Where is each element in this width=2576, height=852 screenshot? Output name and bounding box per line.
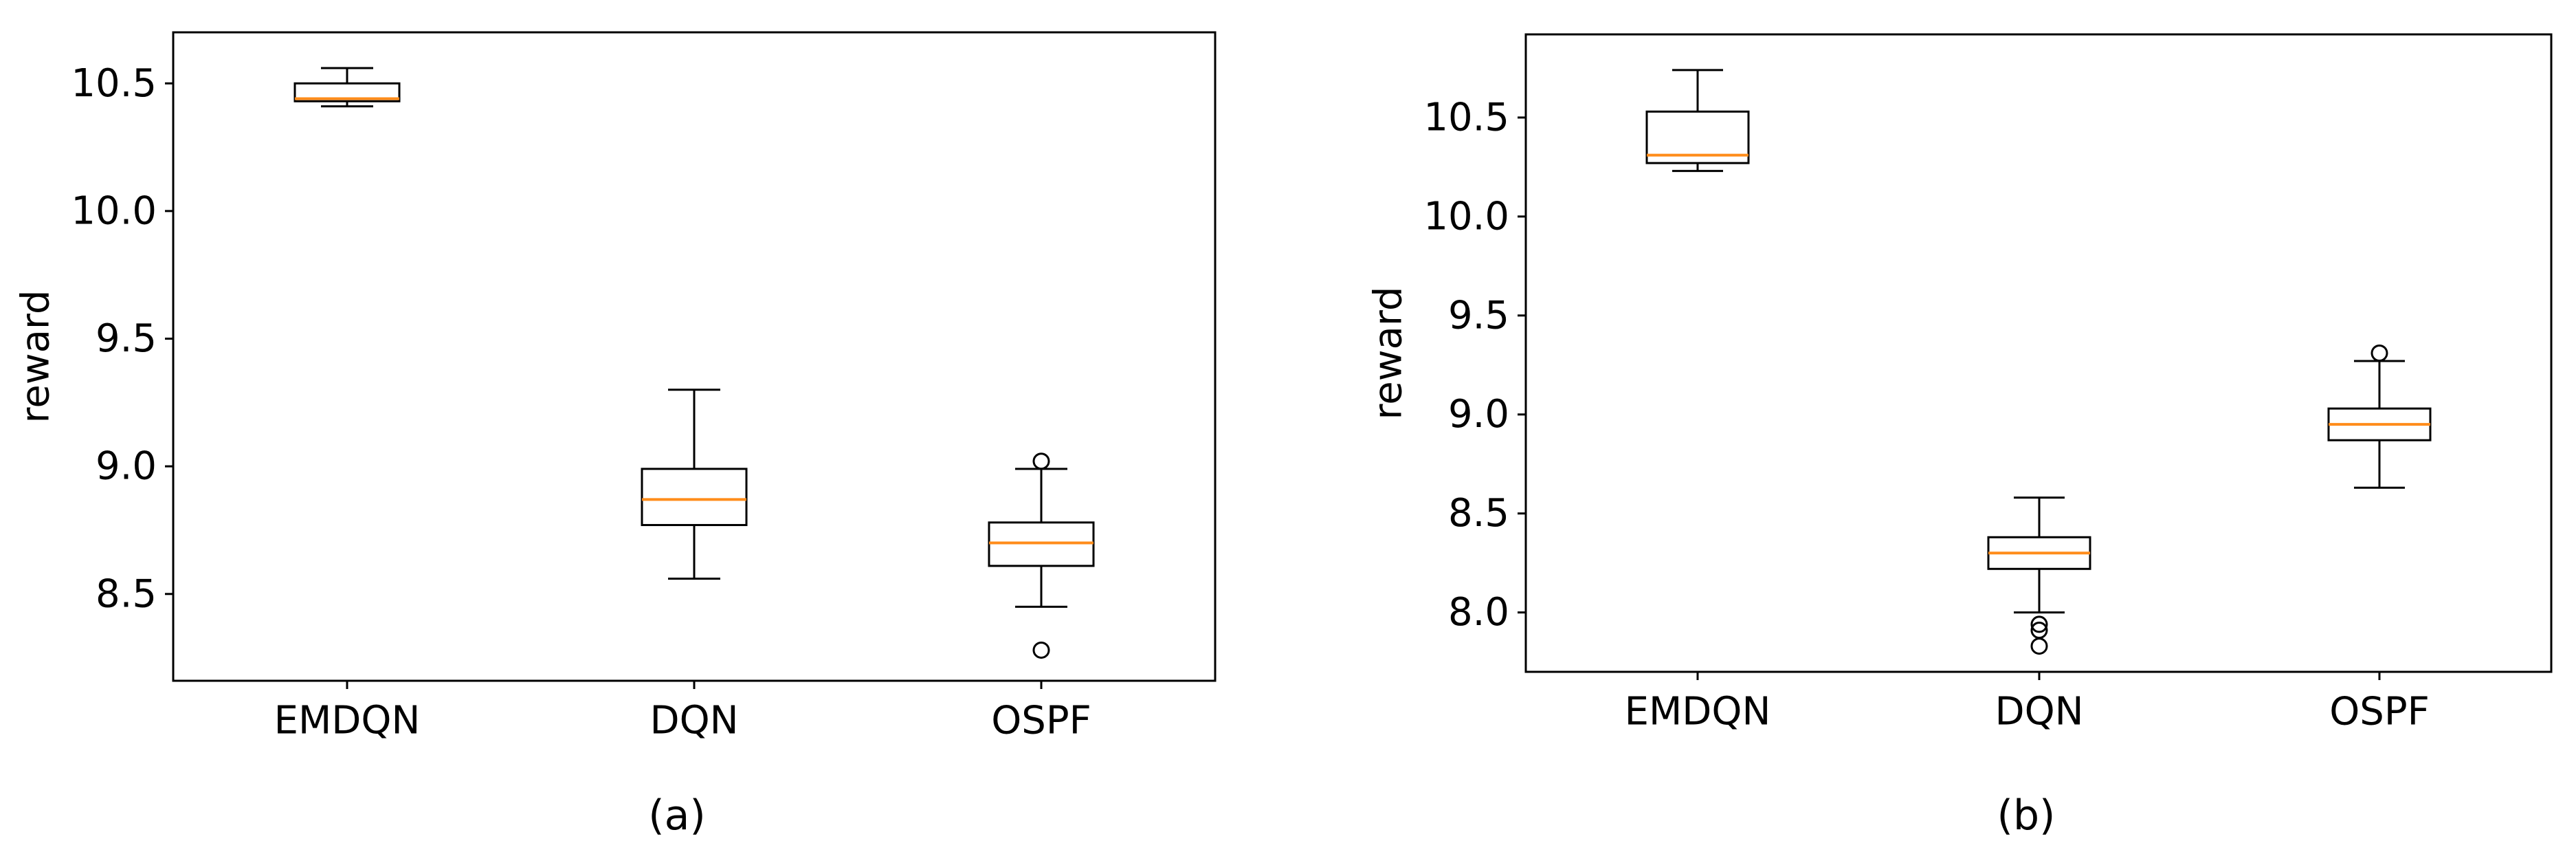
iqr-box: [641, 468, 748, 527]
y-tick-label-b: 8.0: [1448, 590, 1509, 635]
panel-a: 8.5 9.0 9.5 10.0 10.5 EMDQN DQN OSPF reward (a): [14, 31, 1217, 840]
plot-frame-a: [172, 31, 1217, 682]
iqr-box: [1645, 110, 1750, 164]
x-tick-label-b: DQN: [1995, 690, 2083, 734]
outlier-point: [1032, 452, 1050, 470]
outlier-point: [1032, 641, 1050, 659]
iqr-box: [293, 82, 401, 102]
box-emdqn-a: [293, 67, 401, 108]
y-tick-label-b: 10.5: [1423, 95, 1509, 140]
y-axis-label-a: reward: [14, 290, 58, 424]
outlier-point: [2030, 615, 2048, 633]
y-tick-label-a: 8.5: [96, 571, 157, 616]
outlier-point: [2370, 345, 2388, 362]
plot-marks-b: 8.0 8.5 9.0 9.5 10.0 10.5 EMDQN DQN OSPF: [1423, 69, 2432, 734]
y-axis-label-b: reward: [1366, 287, 1411, 420]
outlier-point: [2030, 637, 2048, 655]
y-tick-label-a: 10.0: [71, 188, 157, 233]
y-tick-label-b: 8.5: [1448, 491, 1509, 536]
plot-marks-a: 8.5 9.0 9.5 10.0 10.5 EMDQN DQN OSPF: [71, 61, 1095, 743]
x-tick-label-b: OSPF: [2329, 690, 2430, 734]
box-dqn-b: [1987, 496, 2091, 655]
caption-a: (a): [648, 791, 706, 840]
y-tick-label-a: 10.5: [71, 61, 157, 106]
box-dqn-a: [641, 389, 748, 580]
box-ospf-b: [2327, 345, 2432, 489]
y-tick-label-b: 9.5: [1448, 293, 1509, 338]
caption-b: (b): [1997, 791, 2056, 840]
box-ospf-a: [988, 452, 1095, 659]
y-tick-label-b: 9.0: [1448, 392, 1509, 437]
box-emdqn-b: [1645, 69, 1750, 173]
y-tick-label-a: 9.0: [96, 444, 157, 489]
y-tick-label-a: 9.5: [96, 316, 157, 361]
x-tick-label-a: OSPF: [991, 699, 1091, 743]
x-tick-label-a: DQN: [649, 699, 738, 743]
x-tick-label-a: EMDQN: [274, 699, 421, 743]
y-tick-label-b: 10.0: [1423, 194, 1509, 239]
x-tick-label-b: EMDQN: [1625, 690, 1771, 734]
